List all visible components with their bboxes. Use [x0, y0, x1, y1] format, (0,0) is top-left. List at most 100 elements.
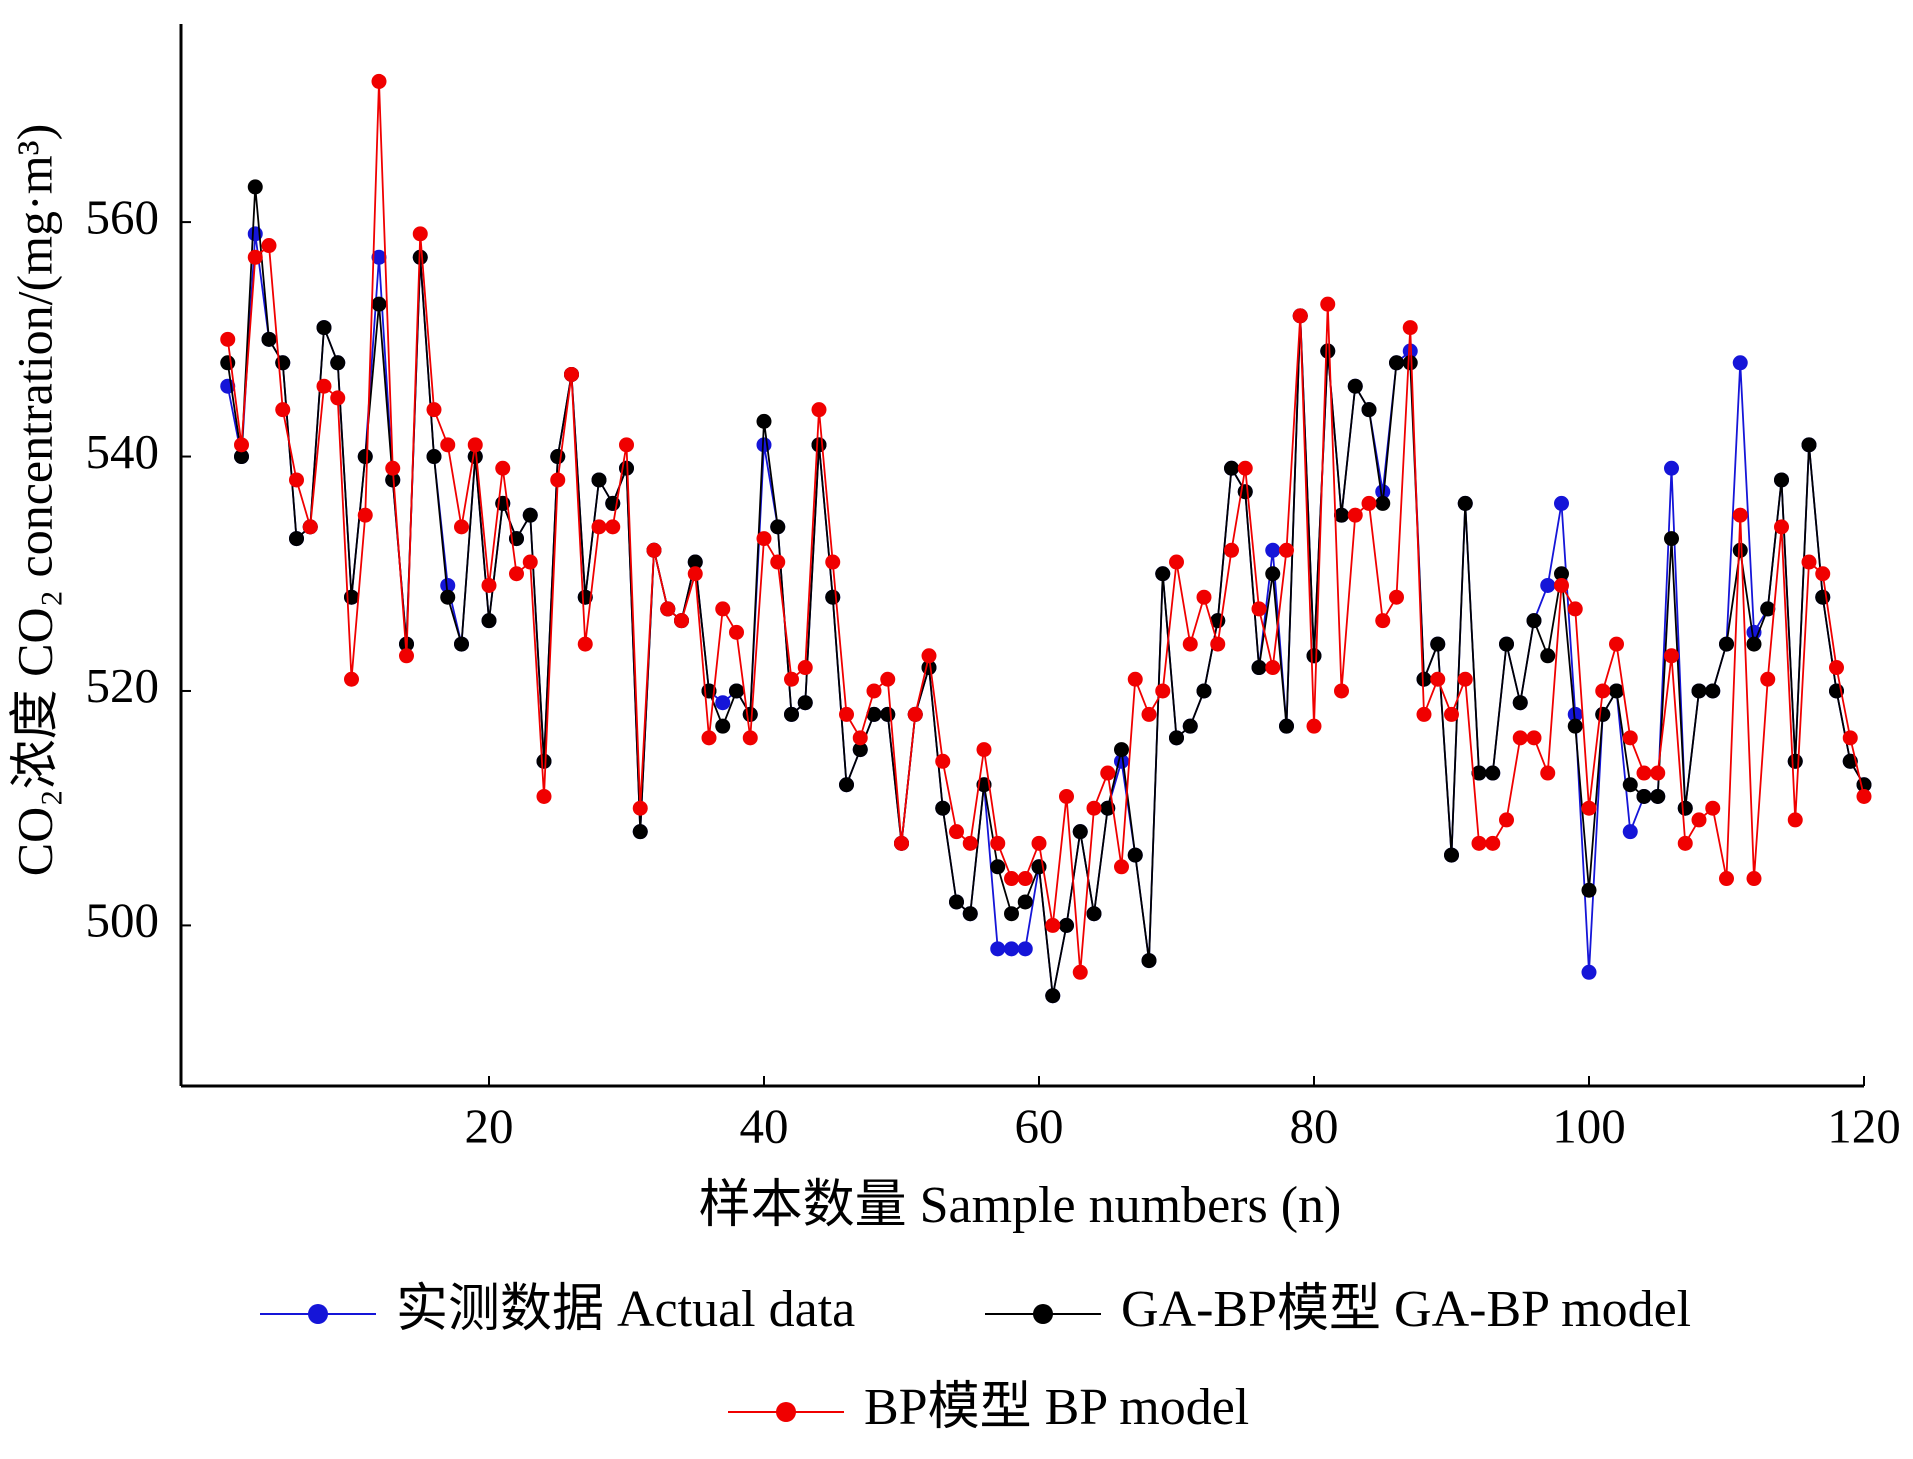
data-point: [894, 835, 909, 851]
data-point: [1664, 531, 1679, 547]
data-point: [852, 742, 868, 758]
data-point: [1004, 941, 1019, 957]
x-tick-label: 80: [1290, 1098, 1339, 1153]
data-point: [1499, 812, 1514, 828]
data-point: [1361, 402, 1377, 418]
data-point: [371, 73, 387, 89]
legend-marker: [308, 1304, 328, 1324]
data-point: [715, 601, 731, 617]
data-point: [1705, 683, 1721, 699]
data-point: [990, 859, 1006, 875]
data-point: [770, 519, 786, 535]
data-point: [509, 566, 524, 582]
data-point: [976, 742, 992, 758]
data-point: [1224, 460, 1239, 476]
legend-label: BP模型 BP model: [864, 1379, 1249, 1436]
data-point: [591, 519, 607, 535]
data-point: [234, 437, 249, 453]
data-point: [1155, 683, 1171, 699]
data-point: [1732, 355, 1748, 371]
data-point: [440, 437, 456, 453]
data-point: [1787, 812, 1803, 828]
data-point: [316, 320, 332, 336]
data-point: [1430, 636, 1446, 652]
legend-marker: [776, 1402, 796, 1422]
data-point: [440, 577, 456, 593]
data-point: [1567, 601, 1583, 617]
data-point: [1829, 660, 1844, 676]
data-point: [1719, 871, 1734, 887]
data-point: [481, 577, 497, 593]
data-point: [1375, 495, 1391, 511]
data-point: [1402, 355, 1418, 371]
data-point: [715, 718, 731, 734]
data-point: [1526, 730, 1542, 746]
data-point: [715, 695, 731, 711]
data-point: [1347, 378, 1363, 394]
data-point: [577, 589, 593, 605]
data-point: [1334, 507, 1349, 523]
data-point: [1691, 812, 1707, 828]
data-point: [1196, 589, 1212, 605]
data-point: [564, 366, 579, 382]
data-point: [880, 706, 896, 722]
data-point: [1471, 835, 1487, 851]
data-point: [1664, 460, 1679, 476]
data-point: [1815, 589, 1831, 605]
data-point: [467, 449, 483, 465]
data-point: [1182, 636, 1198, 652]
data-point: [1567, 706, 1583, 722]
data-point: [1650, 765, 1666, 781]
data-point: [907, 706, 923, 722]
x-tick-label: 100: [1552, 1098, 1626, 1153]
data-point: [454, 636, 469, 652]
data-point: [935, 800, 951, 816]
data-point: [220, 331, 236, 347]
data-point: [797, 695, 813, 711]
data-point: [1334, 683, 1349, 699]
data-point: [1609, 683, 1624, 699]
series-line: [226, 186, 1865, 996]
y-tick-label: 520: [86, 658, 160, 713]
data-point: [371, 249, 387, 265]
data-point: [949, 894, 964, 910]
data-point: [1265, 542, 1281, 558]
data-point: [577, 636, 593, 652]
data-point: [1265, 660, 1281, 676]
data-point: [1705, 800, 1721, 816]
data-point: [1636, 765, 1652, 781]
data-point: [1251, 601, 1267, 617]
data-point: [1677, 835, 1693, 851]
data-point: [1114, 742, 1129, 758]
data-point: [220, 355, 236, 371]
data-point: [866, 706, 882, 722]
data-point: [1265, 566, 1281, 582]
data-point: [784, 706, 799, 722]
data-point: [412, 226, 428, 242]
data-point: [687, 566, 703, 582]
data-point: [536, 753, 552, 769]
y-tick-label: 560: [86, 189, 160, 244]
data-point: [1581, 800, 1597, 816]
data-point: [742, 706, 758, 722]
data-point: [1279, 718, 1294, 734]
x-axis-label: 样本数量 Sample numbers (n): [699, 1177, 1342, 1234]
data-point: [1100, 765, 1116, 781]
data-point: [426, 449, 442, 465]
data-point: [1677, 800, 1693, 816]
data-point: [371, 296, 387, 312]
data-point: [1045, 917, 1061, 933]
data-point: [1746, 636, 1762, 652]
data-point: [357, 449, 373, 465]
data-point: [756, 531, 772, 547]
data-point: [646, 542, 662, 558]
data-point: [1059, 788, 1074, 804]
data-point: [1059, 917, 1074, 933]
data-point: [481, 613, 497, 629]
data-point: [839, 777, 854, 793]
y-tick-label: 500: [86, 893, 160, 948]
data-point: [1471, 765, 1487, 781]
data-point: [1732, 507, 1748, 523]
data-point: [674, 613, 689, 629]
data-point: [1540, 648, 1556, 664]
